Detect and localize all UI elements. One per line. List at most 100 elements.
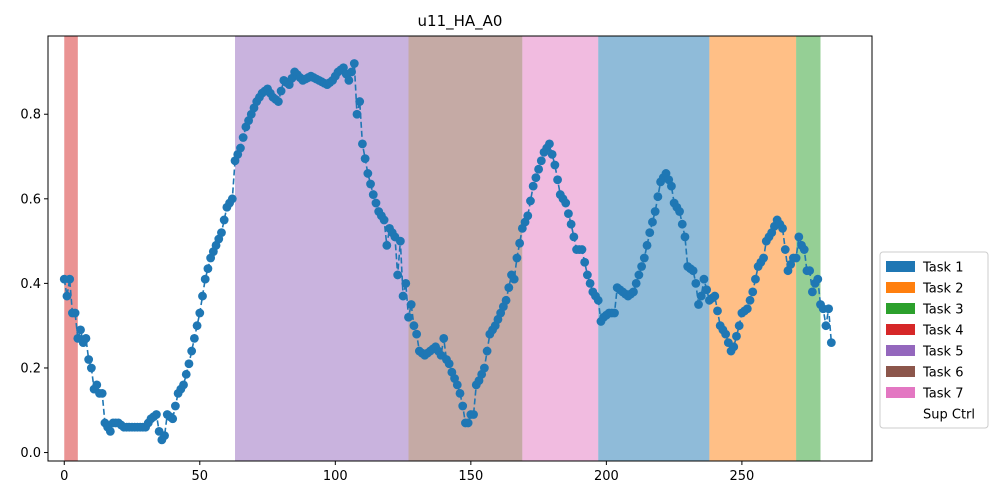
- legend-label: Task 2: [922, 282, 963, 297]
- data-point: [349, 59, 359, 68]
- data-point: [189, 333, 199, 343]
- data-point: [648, 217, 657, 227]
- data-point: [352, 109, 362, 119]
- data-point: [696, 291, 706, 301]
- x-tick-label: 100: [323, 469, 348, 484]
- data-point: [482, 346, 492, 356]
- legend: Task 1 Task 2 Task 3 Task 4 Task 5 Task 6 Task…: [879, 251, 989, 429]
- data-point: [395, 236, 405, 246]
- data-point: [688, 266, 698, 276]
- legend-label: Task 5: [922, 345, 963, 360]
- data-point: [347, 67, 356, 77]
- data-point: [531, 173, 541, 183]
- data-point: [105, 427, 115, 436]
- data-point: [409, 321, 419, 331]
- data-point: [699, 274, 709, 284]
- data-point: [273, 97, 283, 106]
- y-tick-label: 0.4: [20, 277, 41, 292]
- data-point: [751, 274, 760, 284]
- data-point: [360, 154, 370, 164]
- legend-label: Task 6: [922, 366, 963, 381]
- data-point: [653, 192, 663, 202]
- data-point: [742, 304, 752, 314]
- x-tick-label: 50: [192, 469, 209, 484]
- data-point: [455, 388, 465, 398]
- legend-label: Task 4: [922, 324, 963, 339]
- data-point: [184, 359, 194, 369]
- data-point: [192, 321, 202, 331]
- x-axis-ticks: 0 50 100 150 200 250: [60, 461, 754, 484]
- data-point: [200, 274, 210, 284]
- data-point: [368, 190, 378, 199]
- legend-label: Task 1: [922, 261, 963, 276]
- data-point: [778, 224, 787, 233]
- y-tick-label: 0.0: [20, 446, 41, 461]
- data-point: [366, 179, 375, 189]
- data-point: [92, 380, 102, 390]
- legend-swatch: [886, 387, 915, 398]
- data-point: [512, 253, 522, 263]
- data-point: [393, 270, 403, 280]
- data-point: [642, 240, 652, 250]
- legend-swatch: [886, 366, 915, 377]
- data-point: [813, 274, 823, 284]
- data-point: [406, 300, 416, 309]
- data-point: [748, 287, 758, 297]
- data-point: [694, 300, 703, 309]
- data-point: [227, 194, 237, 204]
- data-point: [639, 253, 649, 263]
- data-point: [710, 291, 720, 301]
- data-point: [536, 156, 546, 166]
- data-point: [97, 388, 107, 398]
- data-point: [179, 380, 188, 390]
- task-region-task-6: [408, 36, 523, 461]
- data-point: [645, 228, 655, 238]
- data-point: [515, 238, 525, 248]
- data-point: [198, 291, 207, 301]
- data-point: [62, 291, 72, 301]
- task-region-task-5: [235, 36, 409, 461]
- data-point: [585, 278, 595, 288]
- data-point: [371, 198, 381, 208]
- data-point: [805, 266, 815, 276]
- data-point: [634, 270, 644, 280]
- legend-label: Task 7: [922, 387, 963, 402]
- x-tick-label: 150: [458, 469, 483, 484]
- data-point: [86, 363, 96, 373]
- data-point: [469, 410, 478, 419]
- data-point: [799, 245, 809, 254]
- data-point: [569, 232, 579, 242]
- legend-swatch: [886, 282, 915, 293]
- data-point: [523, 211, 533, 221]
- data-point: [721, 329, 731, 339]
- data-point: [734, 321, 744, 331]
- data-point: [238, 133, 248, 142]
- data-point: [168, 414, 178, 424]
- data-point: [759, 253, 768, 263]
- y-tick-label: 0.6: [20, 192, 41, 207]
- legend-label: Task 3: [922, 303, 963, 318]
- data-point: [526, 196, 535, 206]
- data-point: [561, 198, 571, 208]
- legend-swatch: [886, 408, 915, 419]
- data-point: [807, 287, 817, 297]
- data-point: [236, 143, 245, 153]
- data-point: [444, 359, 454, 369]
- data-point: [794, 232, 804, 242]
- data-point: [650, 207, 660, 216]
- data-point: [81, 333, 91, 343]
- legend-swatch: [886, 303, 915, 314]
- data-point: [195, 308, 205, 318]
- data-point: [675, 207, 684, 216]
- data-point: [181, 369, 191, 379]
- data-point: [547, 150, 557, 159]
- data-point: [501, 295, 511, 305]
- data-point: [65, 274, 75, 284]
- data-point: [187, 346, 197, 356]
- data-point: [631, 278, 641, 288]
- data-point: [276, 86, 286, 96]
- data-point: [680, 232, 690, 242]
- data-point: [152, 410, 161, 419]
- data-point: [439, 333, 449, 343]
